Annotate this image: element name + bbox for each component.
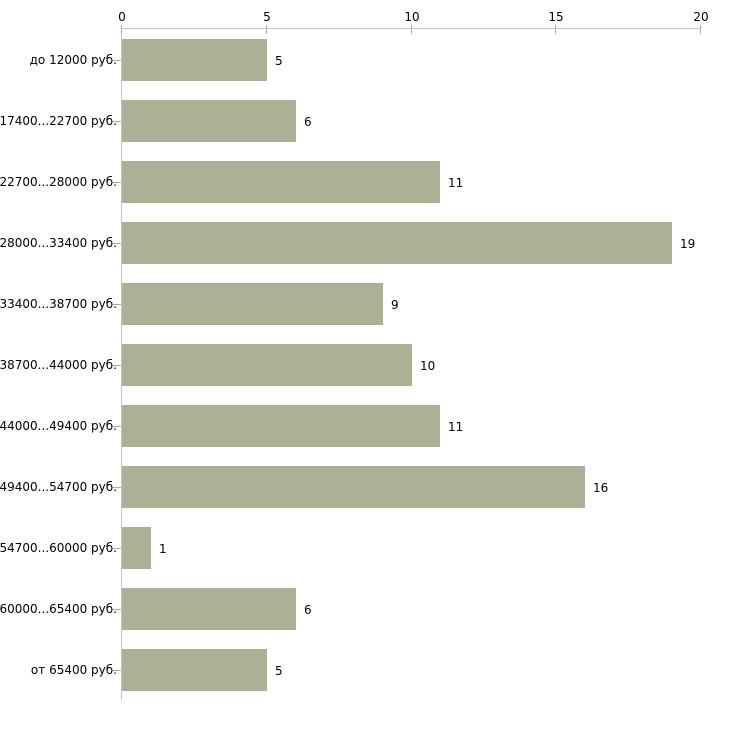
bar <box>122 405 440 447</box>
bar <box>122 466 585 508</box>
y-axis-tick <box>113 60 121 61</box>
bar-value-label: 11 <box>448 420 464 434</box>
bar-value-label: 5 <box>275 664 283 678</box>
x-axis-tick-label: 5 <box>263 10 271 24</box>
category-label: 44000...49400 руб. <box>0 419 117 433</box>
x-axis-tick <box>411 25 412 34</box>
x-axis-tick-label: 20 <box>693 10 709 24</box>
y-axis-line <box>121 28 122 700</box>
category-label: 28000...33400 руб. <box>0 236 117 250</box>
bar <box>122 649 267 691</box>
bar <box>122 161 440 203</box>
bar-value-label: 11 <box>448 176 464 190</box>
y-axis-tick <box>113 304 121 305</box>
y-axis-tick <box>113 243 121 244</box>
bar-value-label: 16 <box>593 481 609 495</box>
category-label: до 12000 руб. <box>29 53 117 67</box>
y-axis-tick <box>113 609 121 610</box>
bar <box>122 100 296 142</box>
bar-value-label: 9 <box>391 298 399 312</box>
bar <box>122 283 383 325</box>
bar-value-label: 6 <box>304 115 312 129</box>
category-label: 60000...65400 руб. <box>0 602 117 616</box>
bar-value-label: 19 <box>680 237 696 251</box>
category-label: 38700...44000 руб. <box>0 358 117 372</box>
bar-value-label: 6 <box>304 603 312 617</box>
category-label: от 65400 руб. <box>30 663 117 677</box>
x-axis-tick-label: 10 <box>404 10 420 24</box>
bar <box>122 344 412 386</box>
y-axis-tick <box>113 670 121 671</box>
bar-value-label: 5 <box>275 54 283 68</box>
y-axis-tick <box>113 487 121 488</box>
category-label: 17400...22700 руб. <box>0 114 117 128</box>
y-axis-tick <box>113 121 121 122</box>
category-label: 22700...28000 руб. <box>0 175 117 189</box>
x-axis-tick <box>266 25 267 34</box>
x-axis-tick <box>121 25 122 34</box>
category-label: 33400...38700 руб. <box>0 297 117 311</box>
bar <box>122 588 296 630</box>
bar <box>122 39 267 81</box>
bar <box>122 527 151 569</box>
bar <box>122 222 672 264</box>
x-axis-tick <box>700 25 701 34</box>
y-axis-tick <box>113 426 121 427</box>
bar-value-label: 1 <box>159 542 167 556</box>
category-label: 54700...60000 руб. <box>0 541 117 555</box>
y-axis-tick <box>113 182 121 183</box>
y-axis-tick <box>113 548 121 549</box>
x-axis-tick <box>555 25 556 34</box>
x-axis-tick-label: 15 <box>548 10 564 24</box>
category-label: 49400...54700 руб. <box>0 480 117 494</box>
x-axis-tick-label: 0 <box>118 10 126 24</box>
bar-value-label: 10 <box>420 359 436 373</box>
y-axis-tick <box>113 365 121 366</box>
